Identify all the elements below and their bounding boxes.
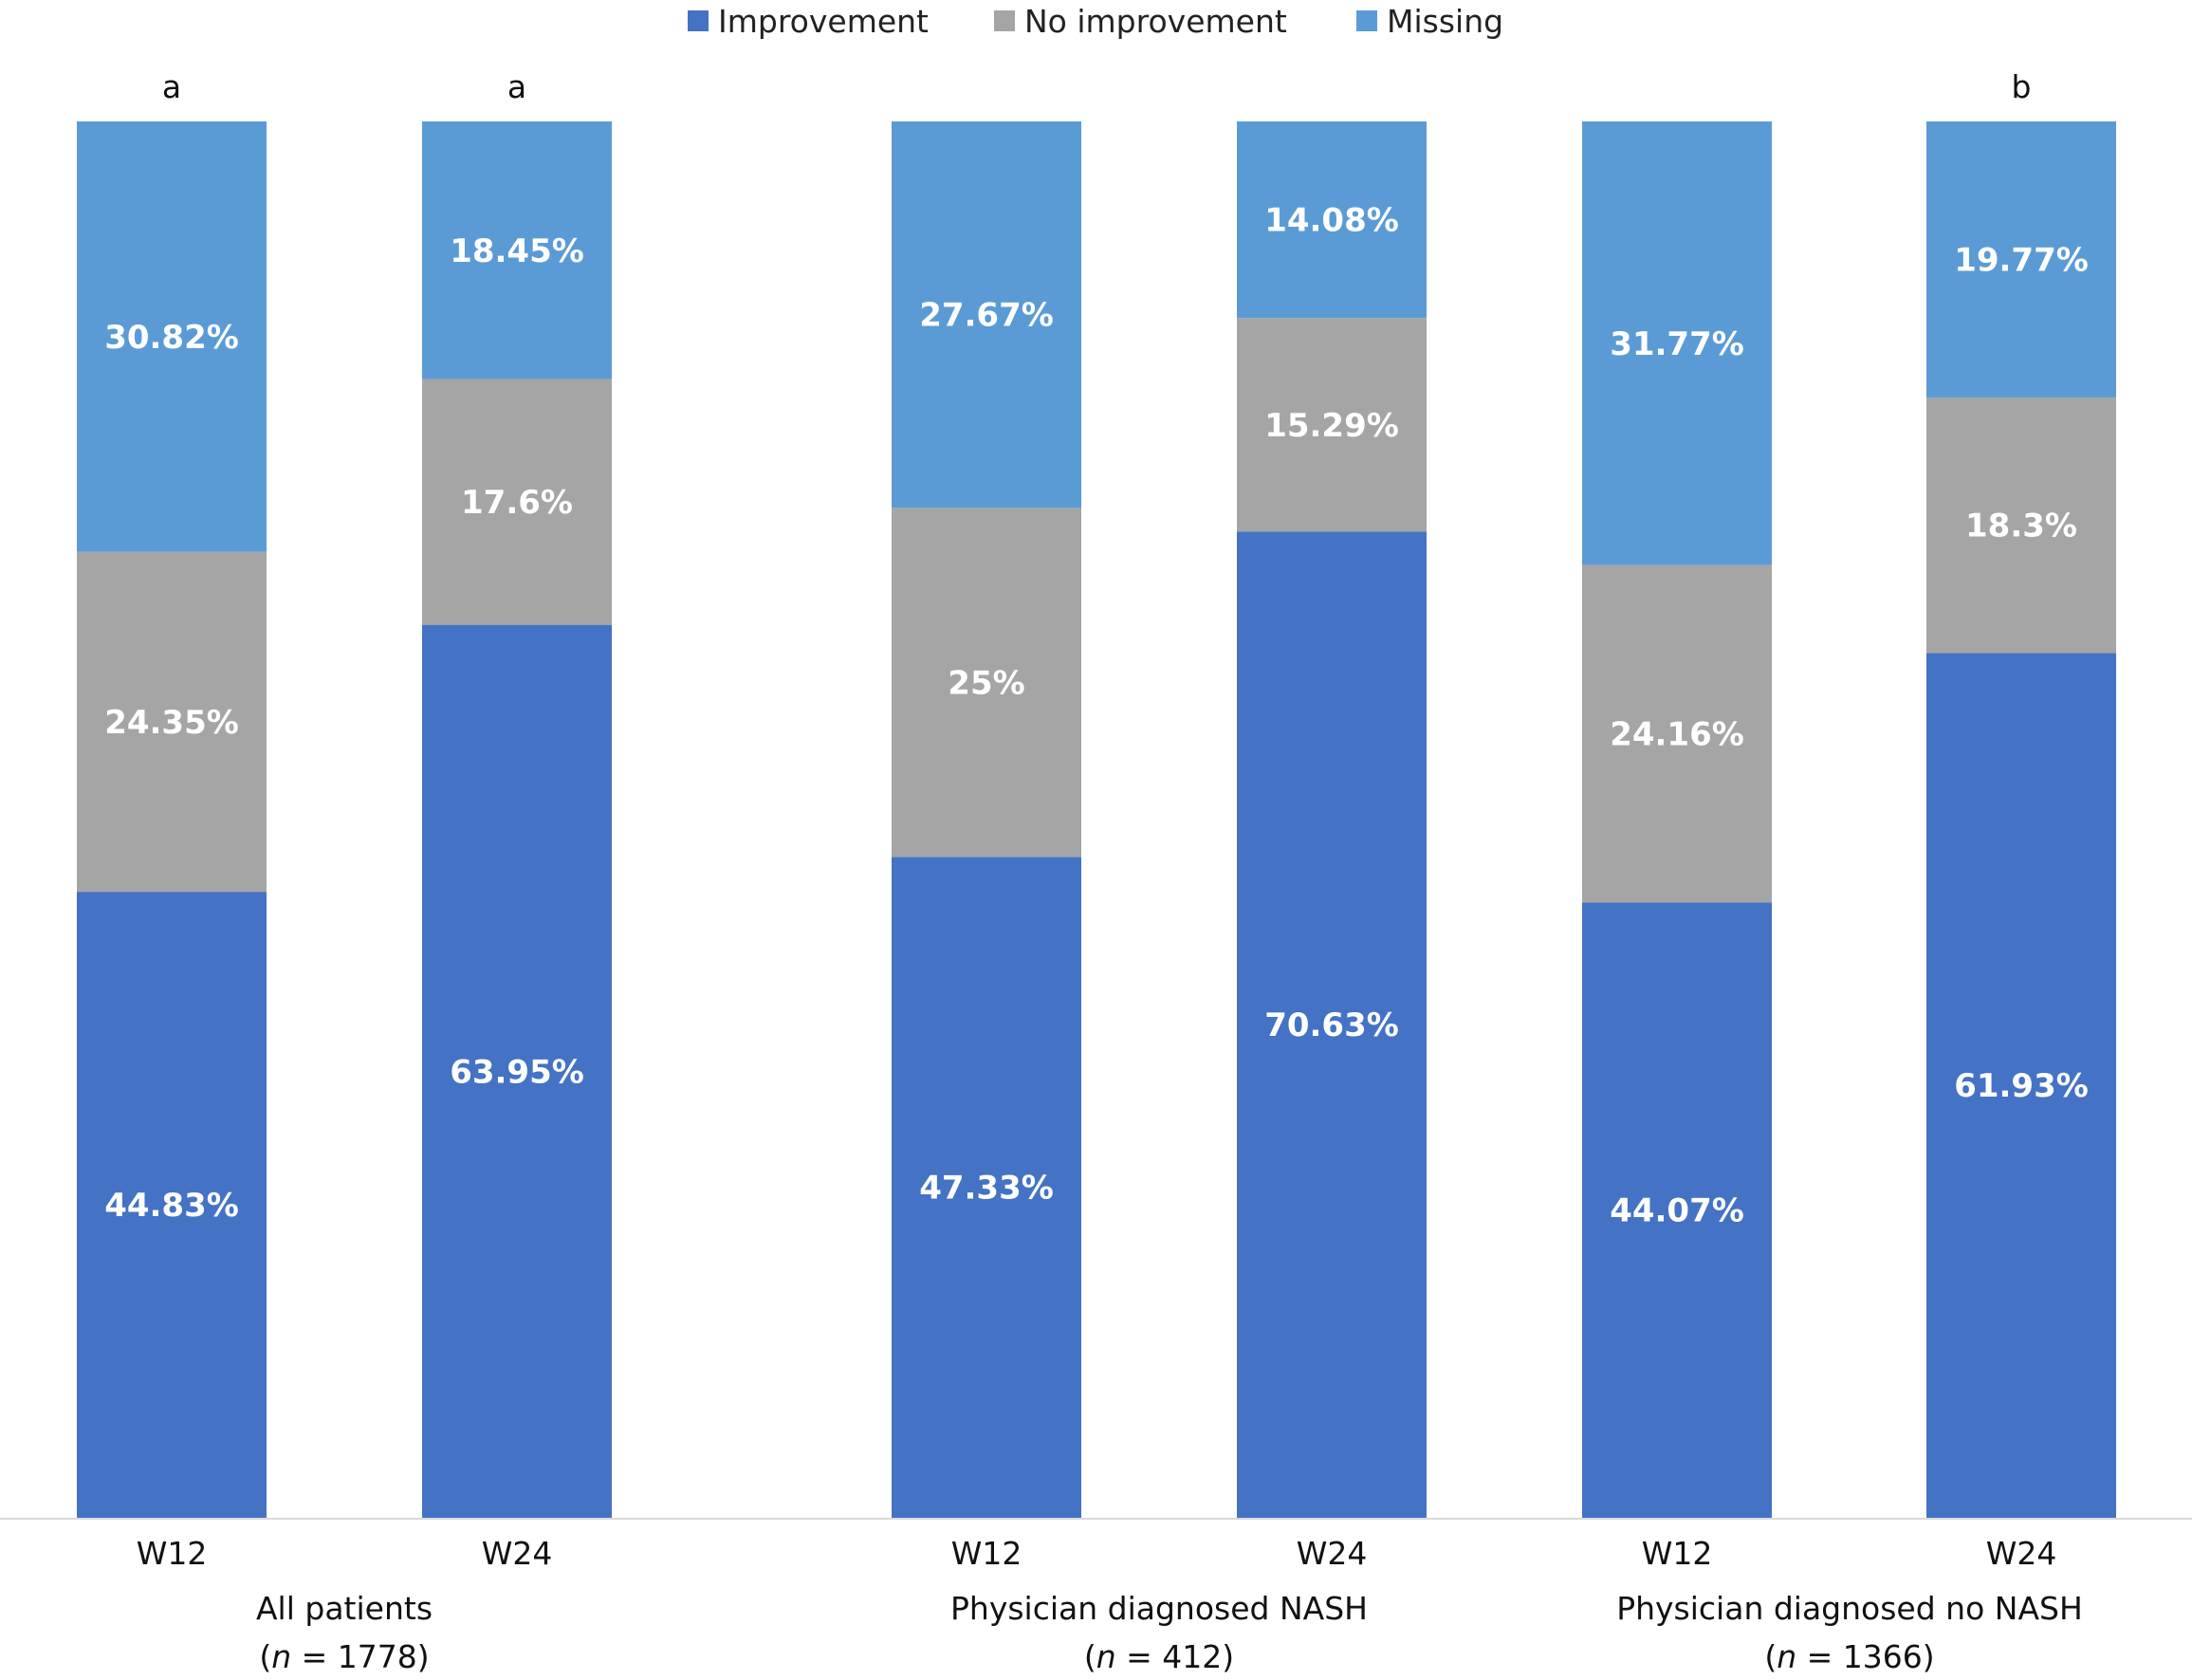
legend-swatch-no-improvement: [994, 10, 1015, 31]
bar-segment-missing: [1237, 121, 1427, 319]
n-symbol: n: [271, 1638, 292, 1675]
bar-segment-no-improvement: [1926, 397, 2116, 654]
bar-segment-missing: [1926, 121, 2116, 398]
x-tick-label: W24: [1296, 1535, 1368, 1572]
legend-label-missing: Missing: [1387, 2, 1504, 40]
legend-label-improvement: Improvement: [718, 2, 929, 40]
bar-segment-no-improvement: [1582, 564, 1772, 903]
data-label: 70.63%: [1264, 1006, 1399, 1044]
data-label: 63.95%: [450, 1053, 584, 1091]
group-label-all-patients: All patients: [255, 1590, 433, 1627]
data-label: 30.82%: [104, 319, 239, 357]
x-tick-label: W12: [1641, 1535, 1713, 1572]
bar-segment-missing: [1582, 121, 1772, 565]
bar-segment-missing: [892, 121, 1081, 508]
group-label-nash: Physician diagnosed NASH: [950, 1590, 1368, 1627]
n-symbol: n: [1096, 1638, 1116, 1675]
group-n-nash: (n = 412): [1083, 1638, 1235, 1675]
bar-segment-no-improvement: [422, 378, 612, 625]
group-n-all-patients: (n = 1778): [259, 1638, 430, 1675]
data-label: 15.29%: [1264, 407, 1399, 445]
significance-marker: a: [162, 68, 181, 105]
bar-segment-improvement: [892, 857, 1081, 1518]
n-value: = 1778): [291, 1638, 430, 1675]
data-label: 19.77%: [1954, 242, 2089, 280]
bar-segment-improvement: [1237, 531, 1427, 1518]
data-label: 24.35%: [104, 704, 239, 742]
bar-segment-no-improvement: [892, 508, 1081, 858]
n-value: = 1366): [1796, 1638, 1935, 1675]
bar-segment-missing: [77, 121, 267, 552]
legend-item-missing: Missing: [1356, 2, 1503, 40]
x-tick-label: W24: [1985, 1535, 2057, 1572]
legend-item-improvement: Improvement: [688, 2, 929, 40]
data-label: 61.93%: [1954, 1067, 2089, 1105]
legend-swatch-improvement: [688, 10, 709, 31]
n-symbol: n: [1777, 1638, 1797, 1675]
legend-label-no-improvement: No improvement: [1024, 2, 1287, 40]
x-tick-label: W12: [136, 1535, 208, 1572]
group-n-no-nash: (n = 1366): [1764, 1638, 1935, 1675]
data-label: 44.83%: [104, 1187, 239, 1225]
legend-swatch-missing: [1356, 10, 1377, 31]
n-value: = 412): [1115, 1638, 1235, 1675]
bar-segment-improvement: [1926, 653, 2116, 1518]
data-label: 44.07%: [1610, 1192, 1744, 1230]
data-label: 47.33%: [919, 1170, 1054, 1208]
bar-segment-improvement: [1582, 902, 1772, 1518]
data-label: 25%: [948, 664, 1024, 702]
bar-segment-no-improvement: [77, 551, 267, 893]
data-label: 31.77%: [1610, 325, 1744, 363]
x-tick-label: W12: [950, 1535, 1022, 1572]
data-label: 14.08%: [1264, 202, 1399, 240]
data-label: 27.67%: [919, 297, 1054, 335]
x-tick-label: W24: [481, 1535, 553, 1572]
data-label: 18.45%: [450, 232, 584, 270]
data-label: 24.16%: [1610, 715, 1744, 753]
legend-item-no-improvement: No improvement: [994, 2, 1287, 40]
bar-segment-missing: [422, 121, 612, 379]
bar-segment-no-improvement: [1237, 318, 1427, 532]
group-label-no-nash: Physician diagnosed no NASH: [1616, 1590, 2083, 1627]
data-label: 17.6%: [461, 484, 573, 522]
bar-segment-improvement: [77, 892, 267, 1518]
bar-segment-improvement: [422, 624, 612, 1518]
significance-marker: a: [507, 68, 526, 105]
data-label: 18.3%: [1965, 508, 2077, 545]
significance-marker: b: [2012, 68, 2032, 105]
legend: Improvement No improvement Missing: [0, 0, 2192, 42]
